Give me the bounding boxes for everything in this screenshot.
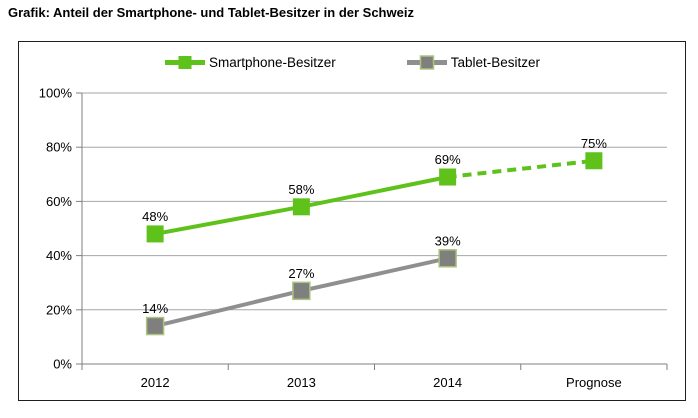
data-point-marker [439, 168, 457, 186]
chart-title: Grafik: Anteil der Smartphone- und Table… [8, 5, 414, 20]
legend-item-tablet: Tablet-Besitzer [406, 55, 540, 70]
data-label: 69% [435, 152, 461, 167]
y-tick-label: 0% [53, 357, 72, 372]
data-point-marker [438, 249, 457, 268]
data-label: 27% [288, 266, 314, 281]
y-tick-label: 80% [46, 140, 72, 155]
x-tick-label: Prognose [566, 375, 622, 390]
smartphone-series-swatch [164, 56, 205, 69]
chart-legend: Smartphone-Besitzer Tablet-Besitzer [19, 55, 685, 70]
data-label: 75% [581, 136, 607, 151]
y-tick-label: 20% [46, 302, 72, 317]
data-point-marker [146, 225, 164, 243]
x-tick-label: 2013 [287, 375, 316, 390]
data-label: 39% [435, 233, 461, 248]
data-point-marker [292, 281, 311, 301]
y-tick-label: 40% [46, 248, 72, 263]
legend-item-smartphone: Smartphone-Besitzer [164, 55, 336, 70]
data-point-marker [145, 316, 165, 336]
series-line-forecast-Smartphone-Besitzer [447, 158, 595, 179]
chart-frame: Smartphone-Besitzer Tablet-Besitzer 0% 20… [18, 41, 686, 401]
y-tick-label: 100% [39, 86, 73, 101]
y-tick-label: 60% [46, 194, 72, 209]
data-label: 58% [288, 182, 314, 197]
data-point-marker [585, 152, 603, 170]
x-tick-label: 2014 [433, 375, 462, 390]
tablet-series-swatch [406, 55, 447, 70]
data-point-marker [292, 198, 310, 216]
x-tick-label: 2012 [141, 375, 170, 390]
data-label: 48% [142, 209, 168, 224]
legend-label-tablet: Tablet-Besitzer [450, 55, 541, 70]
line-chart: 0% 20% 40% 60% 80% 100% 2012 2013 2014 Prognose 48… [39, 86, 668, 390]
legend-label-smartphone: Smartphone-Besitzer [208, 55, 336, 70]
data-label: 14% [142, 301, 168, 316]
